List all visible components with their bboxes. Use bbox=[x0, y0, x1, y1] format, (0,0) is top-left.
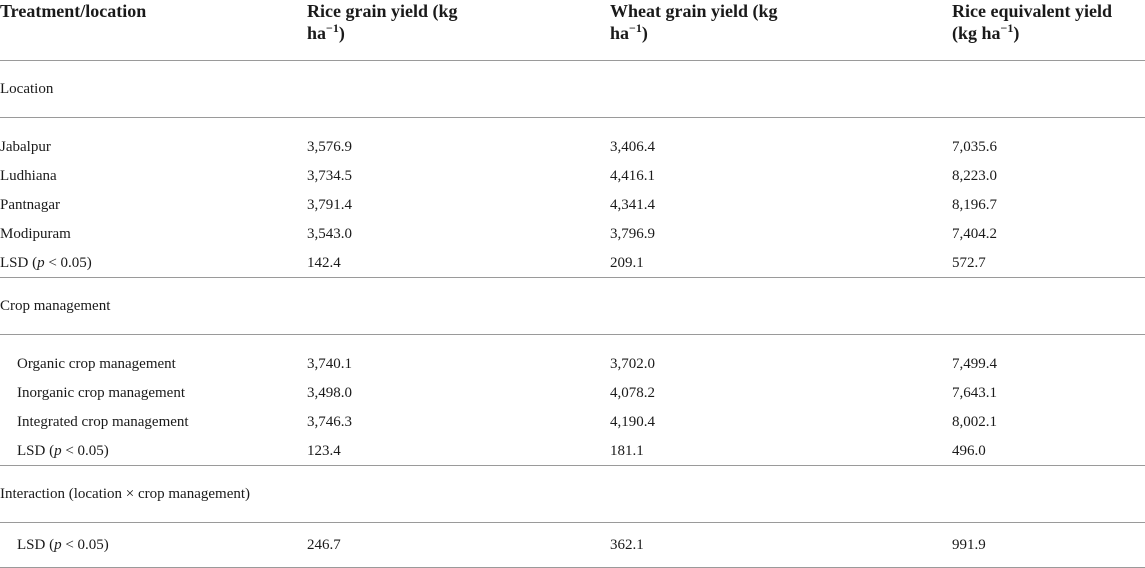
lsd-p: p bbox=[54, 442, 62, 459]
rice-yield-cell: 3,576.9 bbox=[307, 138, 352, 155]
lsd-prefix: LSD ( bbox=[17, 537, 55, 553]
wheat-yield-cell: 362.1 bbox=[610, 522, 952, 568]
lsd-prefix: LSD ( bbox=[0, 254, 38, 271]
equiv-yield-cell: 8,196.7 bbox=[952, 196, 997, 213]
lsd-p: p bbox=[54, 537, 62, 553]
lsd-row-crop: LSD (p < 0.05) 123.4 181.1 496.0 bbox=[0, 436, 1145, 466]
header-rice-grain-yield: Rice grain yield (kg ha−1) bbox=[307, 0, 610, 61]
rice-yield-cell: 3,746.3 bbox=[307, 413, 352, 430]
lsd-label: LSD (p < 0.05) bbox=[0, 522, 307, 568]
table-row: Inorganic crop management 3,498.0 4,078.… bbox=[0, 378, 1145, 407]
lsd-suffix: < 0.05) bbox=[44, 254, 92, 271]
rice-yield-cell: 3,791.4 bbox=[307, 196, 352, 213]
rice-yield-cell: 123.4 bbox=[307, 436, 610, 466]
wheat-yield-cell: 3,796.9 bbox=[610, 225, 655, 242]
lsd-row-interaction: LSD (p < 0.05) 246.7 362.1 991.9 bbox=[0, 522, 1145, 568]
header-wheat-close: ) bbox=[641, 23, 648, 43]
rice-yield-cell: 3,498.0 bbox=[307, 384, 352, 401]
header-wheat-line2: ha−1) bbox=[610, 22, 952, 44]
row-label: Integrated crop management bbox=[17, 413, 189, 430]
header-equiv-sup: −1 bbox=[1000, 21, 1014, 35]
section-label: Interaction (location × crop management) bbox=[0, 465, 1145, 523]
table-row: Pantnagar 3,791.4 4,341.4 8,196.7 bbox=[0, 190, 1145, 219]
table-row: Modipuram 3,543.0 3,796.9 7,404.2 bbox=[0, 219, 1145, 248]
header-equiv-unit: (kg ha bbox=[952, 23, 1001, 43]
wheat-yield-cell: 4,190.4 bbox=[610, 413, 655, 430]
equiv-yield-cell: 7,035.6 bbox=[952, 138, 997, 155]
header-rice-line1: Rice grain yield (kg bbox=[307, 1, 458, 21]
header-rice-unit: ha bbox=[307, 23, 327, 43]
lsd-prefix: LSD ( bbox=[17, 442, 55, 459]
equiv-yield-cell: 8,223.0 bbox=[952, 167, 997, 184]
rice-yield-cell: 3,734.5 bbox=[307, 167, 352, 184]
wheat-yield-cell: 4,078.2 bbox=[610, 384, 655, 401]
table-row: Organic crop management 3,740.1 3,702.0 … bbox=[0, 349, 1145, 378]
header-rice-sup: −1 bbox=[326, 21, 339, 35]
spacer-cell bbox=[0, 118, 1145, 133]
header-equiv-close: ) bbox=[1013, 23, 1020, 43]
equiv-yield-cell: 991.9 bbox=[952, 522, 1145, 568]
spacer-cell bbox=[0, 335, 1145, 350]
equiv-yield-cell: 572.7 bbox=[952, 248, 1145, 278]
header-equiv-line2: (kg ha−1) bbox=[952, 22, 1145, 44]
equiv-yield-cell: 7,404.2 bbox=[952, 225, 997, 242]
equiv-yield-cell: 7,499.4 bbox=[952, 355, 997, 372]
rice-yield-cell: 246.7 bbox=[307, 522, 610, 568]
table-row: Jabalpur 3,576.9 3,406.4 7,035.6 bbox=[0, 132, 1145, 161]
equiv-yield-cell: 7,643.1 bbox=[952, 384, 997, 401]
equiv-yield-cell: 496.0 bbox=[952, 436, 1145, 466]
row-label: Ludhiana bbox=[0, 167, 57, 184]
lsd-label: LSD (p < 0.05) bbox=[0, 436, 307, 466]
wheat-yield-cell: 209.1 bbox=[610, 248, 952, 278]
lsd-label: LSD (p < 0.05) bbox=[0, 248, 307, 278]
header-wheat-sup: −1 bbox=[629, 21, 642, 35]
wheat-yield-cell: 3,406.4 bbox=[610, 138, 655, 155]
rice-yield-cell: 3,740.1 bbox=[307, 355, 352, 372]
lsd-suffix: < 0.05) bbox=[61, 537, 109, 553]
header-wheat-unit: ha bbox=[610, 23, 630, 43]
row-label: Organic crop management bbox=[17, 355, 176, 372]
section-label: Crop management bbox=[0, 277, 1145, 335]
wheat-yield-cell: 4,416.1 bbox=[610, 167, 655, 184]
wheat-yield-cell: 3,702.0 bbox=[610, 355, 655, 372]
header-rice-close: ) bbox=[338, 23, 345, 43]
table-row: Ludhiana 3,734.5 4,416.1 8,223.0 bbox=[0, 161, 1145, 190]
lsd-row-location: LSD (p < 0.05) 142.4 209.1 572.7 bbox=[0, 248, 1145, 278]
header-wheat-grain-yield: Wheat grain yield (kg ha−1) bbox=[610, 0, 952, 61]
lsd-p: p bbox=[37, 254, 45, 271]
rice-yield-cell: 142.4 bbox=[307, 248, 610, 278]
row-label: Inorganic crop management bbox=[17, 384, 185, 401]
spacer-row bbox=[0, 335, 1145, 350]
section-label: Location bbox=[0, 60, 1145, 118]
header-rice-line2: ha−1) bbox=[307, 22, 610, 44]
header-treatment-location: Treatment/location bbox=[0, 0, 307, 61]
header-treatment-text: Treatment/location bbox=[0, 1, 147, 21]
wheat-yield-cell: 181.1 bbox=[610, 436, 952, 466]
wheat-yield-cell: 4,341.4 bbox=[610, 196, 655, 213]
header-rice-equivalent-yield: Rice equivalent yield (kg ha−1) bbox=[952, 0, 1145, 61]
header-row: Treatment/location Rice grain yield (kg … bbox=[0, 0, 1145, 61]
row-label: Modipuram bbox=[0, 225, 71, 242]
header-wheat-line1: Wheat grain yield (kg bbox=[610, 1, 778, 21]
header-equiv-line1: Rice equivalent yield bbox=[952, 1, 1112, 21]
row-label: Pantnagar bbox=[0, 196, 60, 213]
rice-yield-cell: 3,543.0 bbox=[307, 225, 352, 242]
section-row-interaction: Interaction (location × crop management) bbox=[0, 465, 1145, 523]
equiv-yield-cell: 8,002.1 bbox=[952, 413, 997, 430]
section-row-crop-management: Crop management bbox=[0, 277, 1145, 335]
table-row: Integrated crop management 3,746.3 4,190… bbox=[0, 407, 1145, 436]
section-row-location: Location bbox=[0, 60, 1145, 118]
row-label: Jabalpur bbox=[0, 138, 51, 155]
lsd-suffix: < 0.05) bbox=[61, 442, 109, 459]
spacer-row bbox=[0, 118, 1145, 133]
